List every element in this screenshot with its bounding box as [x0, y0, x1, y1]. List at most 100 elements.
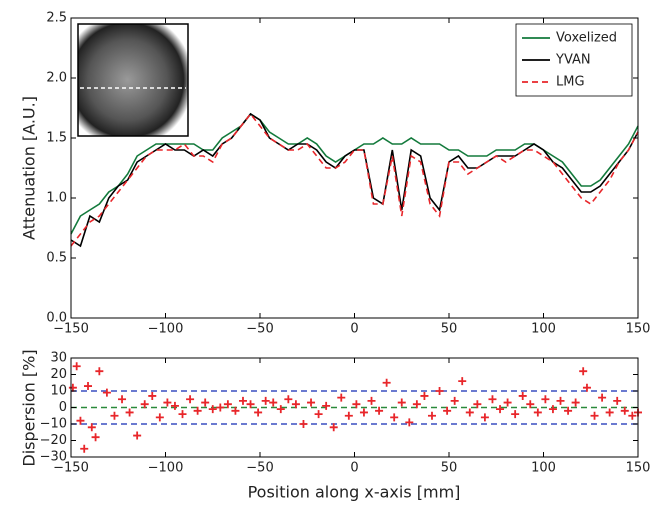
data-point: [276, 405, 285, 414]
data-point: [359, 408, 368, 417]
data-point: [140, 400, 149, 409]
x-tick-label: −50: [246, 461, 273, 476]
x-tick-label: −150: [53, 461, 89, 476]
x-tick-label: 100: [531, 461, 556, 476]
data-point: [590, 411, 599, 420]
data-point: [193, 406, 202, 415]
x-tick-label: −100: [148, 461, 184, 476]
x-tick-label: 50: [441, 322, 458, 337]
legend-label: YVAN: [555, 53, 591, 68]
data-point: [186, 395, 195, 404]
y-tick-label: −20: [40, 433, 67, 448]
data-point: [427, 411, 436, 420]
data-point: [450, 396, 459, 405]
data-point: [148, 391, 157, 400]
data-point: [375, 406, 384, 415]
data-point: [405, 418, 414, 427]
data-point: [511, 410, 520, 419]
data-point: [367, 396, 376, 405]
x-tick-label: −150: [53, 322, 89, 337]
y-tick-label: 2.0: [46, 71, 67, 86]
y-tick-label: −30: [40, 450, 67, 465]
data-point: [473, 400, 482, 409]
data-point: [613, 396, 622, 405]
x-tick-label: 0: [350, 322, 358, 337]
data-point: [84, 382, 93, 391]
data-point: [238, 396, 247, 405]
x-tick-label: 50: [441, 461, 458, 476]
data-point: [170, 401, 179, 410]
data-point: [390, 413, 399, 422]
data-point: [261, 396, 270, 405]
series-line: [70, 112, 639, 248]
data-point: [102, 388, 111, 397]
y-tick-label: −10: [40, 417, 67, 432]
data-point: [223, 400, 232, 409]
y-tick-label: 0.0: [46, 311, 67, 326]
data-point: [605, 408, 614, 417]
data-point: [125, 408, 134, 417]
data-point: [382, 378, 391, 387]
data-point: [87, 423, 96, 432]
data-point: [231, 406, 240, 415]
data-point: [571, 398, 580, 407]
data-point: [337, 393, 346, 402]
data-point: [95, 367, 104, 376]
y-tick-label: 20: [50, 367, 67, 382]
data-point: [564, 406, 573, 415]
data-point: [352, 400, 361, 409]
data-point: [163, 398, 172, 407]
data-point: [110, 411, 119, 420]
x-tick-label: 150: [626, 461, 651, 476]
y-tick-label: 0: [59, 400, 67, 415]
y-tick-label: 10: [50, 384, 67, 399]
y-tick-label: 0.5: [46, 251, 67, 266]
data-point: [480, 413, 489, 422]
data-point: [548, 405, 557, 414]
data-point: [269, 398, 278, 407]
legend-label: Voxelized: [556, 31, 617, 46]
data-point: [435, 387, 444, 395]
data-point: [284, 395, 293, 404]
data-point: [118, 395, 127, 404]
data-point: [503, 398, 512, 407]
data-point: [582, 383, 591, 392]
data-point: [344, 411, 353, 420]
data-point: [412, 400, 421, 409]
x-axis-label: Position along x-axis [mm]: [248, 483, 461, 502]
data-point: [299, 420, 308, 428]
data-point: [458, 377, 467, 386]
x-tick-label: 150: [626, 322, 651, 337]
data-point: [254, 408, 263, 417]
data-point: [541, 395, 550, 404]
y-axis-label: Attenuation [A.U.]: [20, 96, 39, 240]
data-point: [420, 391, 429, 400]
data-point: [178, 410, 187, 419]
data-point: [397, 398, 406, 407]
data-point: [556, 396, 565, 405]
data-point: [314, 410, 323, 419]
data-point: [620, 406, 629, 415]
x-tick-label: 100: [531, 322, 556, 337]
data-point: [91, 433, 100, 442]
data-point: [208, 405, 217, 414]
data-point: [291, 400, 300, 409]
x-tick-label: −50: [246, 322, 273, 337]
data-point: [201, 398, 210, 407]
data-point: [598, 393, 607, 402]
y-axis-label: Dispersion [%]: [20, 349, 39, 466]
data-point: [80, 444, 89, 453]
data-point: [307, 398, 316, 407]
data-point: [329, 423, 338, 432]
legend-label: LMG: [556, 75, 585, 90]
data-point: [465, 408, 474, 417]
inset-image: [77, 23, 189, 137]
data-point: [76, 416, 85, 425]
data-point: [322, 401, 331, 410]
data-point: [216, 403, 225, 412]
data-point: [443, 406, 452, 415]
y-tick-label: 1.0: [46, 191, 67, 206]
x-tick-label: 0: [350, 461, 358, 476]
data-point: [526, 400, 535, 409]
data-point: [246, 400, 255, 409]
